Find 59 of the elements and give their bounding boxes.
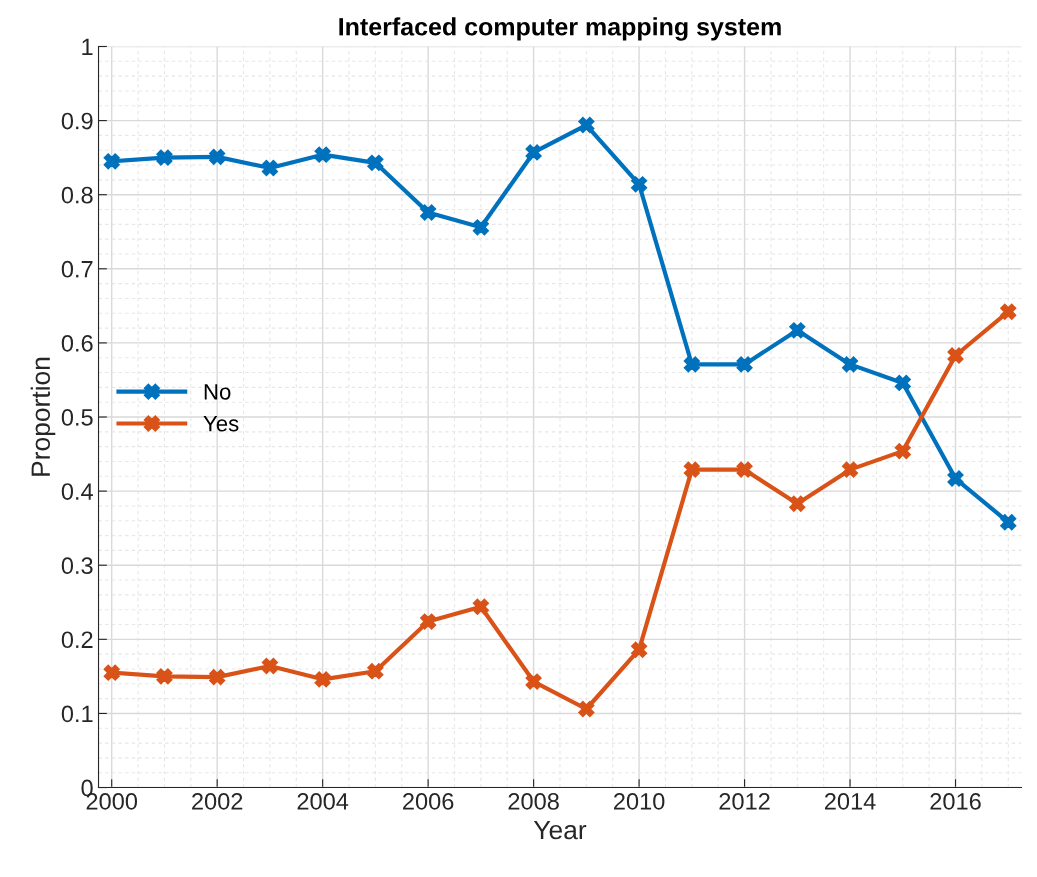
point [472,598,489,615]
y-tick-label: 0.7 [61,260,93,278]
x-tick-label: 2006 [403,793,454,810]
point [472,219,489,236]
point [525,144,542,161]
point [209,148,226,165]
x-tick-label: 2014 [824,793,876,810]
point [789,495,806,512]
y-tick-label: 0.8 [61,186,93,204]
point [1000,514,1017,531]
point [209,669,226,686]
y-axis-title: Proportion [30,357,56,476]
point [103,664,120,681]
point [420,613,437,630]
x-axis-title: Year [533,820,587,840]
x-tick-label: 2002 [192,793,243,810]
point [420,204,437,221]
point [261,658,278,674]
point [314,671,331,688]
point [525,673,542,690]
y-tick-label: 0.9 [61,112,93,130]
chart-title: Interfaced computer mapping system [339,17,781,41]
x-tick-label: 2016 [930,793,981,810]
point [367,154,384,171]
point [631,176,648,193]
point [578,701,595,717]
point [1000,303,1017,320]
legend-label: Yes [203,415,239,432]
x-tick-label: 2008 [508,793,559,810]
point [894,443,911,460]
point [156,668,173,685]
point [842,356,859,373]
point [947,347,964,364]
point [314,146,331,163]
y-tick-label: 0.6 [61,334,93,352]
y-tick-label: 0.5 [61,409,93,426]
y-tick-label: 0.4 [61,483,93,500]
y-tick-label: 1 [82,38,93,56]
x-tick-label: 2012 [719,793,770,810]
point [947,470,964,487]
point [103,153,120,170]
point [631,641,648,658]
point [683,356,700,373]
y-tick-label: 0.1 [61,705,93,723]
point [736,356,753,373]
point [736,461,753,478]
y-tick-label: 0.3 [61,557,93,575]
x-tick-label: 2004 [297,793,349,810]
point [156,149,173,166]
point [789,322,806,339]
point [367,663,384,680]
y-tick-label: 0.2 [61,631,93,649]
point [578,117,595,134]
point [894,374,911,391]
point [842,461,859,478]
legend-label: No [204,384,231,400]
x-tick-label: 2010 [614,793,665,810]
point [683,461,700,478]
point [261,160,278,176]
